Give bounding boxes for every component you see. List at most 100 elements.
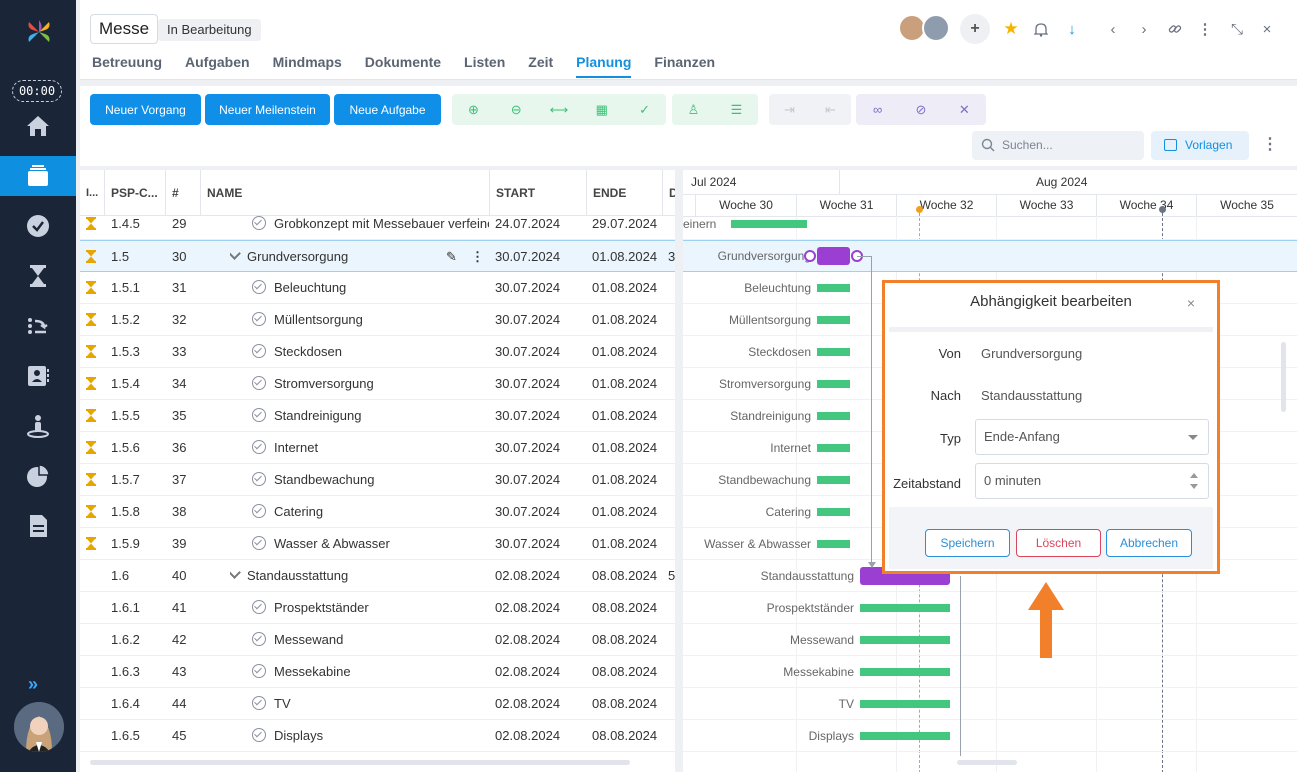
gantt-task-bar[interactable]: [817, 508, 850, 516]
star-icon[interactable]: ★: [1003, 19, 1019, 38]
more-vertical-icon[interactable]: ⋮: [1197, 21, 1213, 38]
col-end[interactable]: ENDE: [586, 170, 662, 216]
tab-listen[interactable]: Listen: [464, 54, 506, 70]
gantt-task-bar[interactable]: [860, 668, 950, 676]
stepper-down-icon[interactable]: [1190, 484, 1198, 489]
toolbar-more-icon[interactable]: ⋮: [1262, 136, 1278, 153]
documents-icon[interactable]: [0, 506, 76, 546]
gantt-task-bar[interactable]: [860, 604, 950, 612]
col-name[interactable]: NAME: [200, 170, 489, 216]
col-psp[interactable]: PSP-C...: [104, 170, 165, 216]
save-button[interactable]: Speichern: [925, 529, 1010, 557]
col-indicator[interactable]: I...: [86, 187, 99, 199]
table-row[interactable]: 1.6.1 41 Prospektständer 02.08.2024 08.08.20…: [80, 592, 675, 624]
add-member-button[interactable]: +: [960, 14, 990, 44]
check-circle-icon[interactable]: [252, 375, 266, 390]
check-circle-icon[interactable]: [252, 727, 266, 742]
check-circle-icon[interactable]: [252, 695, 266, 710]
check-circle-icon[interactable]: [252, 215, 266, 230]
indent-icon[interactable]: ⇥: [784, 101, 795, 117]
table-row[interactable]: 1.5.8 38 Catering 30.07.2024 01.08.2024: [80, 496, 675, 528]
check-circle-icon[interactable]: [252, 311, 266, 326]
table-row[interactable]: 1.5.2 32 Müllentsorgung 30.07.2024 01.08.202…: [80, 304, 675, 336]
gantt-summary-bar[interactable]: [817, 247, 850, 265]
table-row[interactable]: 1.5.4 34 Stromversorgung 30.07.2024 01.08.20…: [80, 368, 675, 400]
user-avatar[interactable]: [14, 702, 64, 752]
gantt-task-bar[interactable]: [817, 380, 850, 388]
gantt-task-bar[interactable]: [817, 348, 850, 356]
fit-width-icon[interactable]: ⟷: [549, 101, 569, 117]
search-input[interactable]: Suchen...: [972, 131, 1144, 160]
check-circle-icon[interactable]: [252, 663, 266, 678]
unlink-tasks-icon[interactable]: ⊘: [915, 101, 927, 117]
check-all-icon[interactable]: ✓: [639, 101, 651, 117]
reports-pie-icon[interactable]: [0, 456, 76, 496]
name-cell[interactable]: Messewand: [252, 624, 489, 656]
name-cell[interactable]: Internet: [252, 432, 489, 464]
projects-icon[interactable]: [0, 156, 76, 196]
collapse-icon[interactable]: ⤡: [1230, 20, 1243, 38]
unpin-icon[interactable]: ✕: [958, 101, 970, 117]
tab-zeit[interactable]: Zeit: [528, 54, 554, 70]
tab-mindmaps[interactable]: Mindmaps: [272, 54, 342, 70]
resource-icon[interactable]: ♙: [687, 101, 700, 117]
tab-finanzen[interactable]: Finanzen: [654, 54, 716, 70]
outdent-icon[interactable]: ⇤: [825, 101, 836, 117]
chevron-right-icon[interactable]: ›: [1141, 20, 1147, 38]
gantt-task-bar[interactable]: [817, 316, 850, 324]
table-row[interactable]: 1.5.1 31 Beleuchtung 30.07.2024 01.08.2024: [80, 272, 675, 304]
tab-dokumente[interactable]: Dokumente: [364, 54, 442, 70]
lag-stepper[interactable]: 0 minuten: [975, 463, 1209, 499]
check-circle-icon[interactable]: [252, 535, 266, 550]
check-circle-icon[interactable]: [252, 279, 266, 294]
workflow-icon[interactable]: [0, 306, 76, 346]
cancel-button[interactable]: Abbrechen: [1106, 529, 1192, 557]
edit-pencil-icon[interactable]: ✎: [446, 249, 457, 264]
zoom-out-icon[interactable]: ⊖: [510, 101, 522, 117]
delete-button[interactable]: Löschen: [1016, 529, 1101, 557]
link-icon[interactable]: [1160, 14, 1190, 44]
contacts-icon[interactable]: [0, 356, 76, 396]
tasks-check-icon[interactable]: [0, 206, 76, 246]
table-row[interactable]: 1.5 30 Grundversorgung ✎ ⋮ 30.07.2024 01.08.20…: [80, 240, 675, 272]
table-row[interactable]: 1.5.3 33 Steckdosen 30.07.2024 01.08.2024: [80, 336, 675, 368]
templates-button[interactable]: Vorlagen: [1151, 131, 1249, 160]
name-cell[interactable]: Messekabine: [252, 656, 489, 688]
gantt-task-bar[interactable]: [817, 412, 850, 420]
name-cell[interactable]: Müllentsorgung: [252, 304, 489, 336]
chevron-left-icon[interactable]: ‹: [1110, 20, 1116, 38]
gantt-task-bar[interactable]: [731, 220, 807, 228]
new-milestone-button[interactable]: Neuer Meilenstein: [205, 94, 330, 125]
team-avatars[interactable]: [898, 14, 954, 44]
col-duration[interactable]: D: [662, 170, 675, 216]
project-title[interactable]: Messe: [90, 14, 159, 44]
chevron-down-icon[interactable]: [230, 247, 241, 260]
name-cell[interactable]: Grobkonzept mit Messebauer verfeinern: [252, 208, 489, 240]
name-cell[interactable]: TV: [252, 688, 489, 720]
type-select[interactable]: Ende-Anfang: [975, 419, 1209, 455]
timer-display[interactable]: 00:00: [12, 80, 62, 102]
gantt-task-bar[interactable]: [860, 636, 950, 644]
col-number[interactable]: #: [165, 170, 200, 216]
table-row[interactable]: 1.4.5 29 Grobkonzept mit Messebauer verfei…: [80, 208, 675, 240]
check-circle-icon[interactable]: [252, 503, 266, 518]
check-circle-icon[interactable]: [252, 343, 266, 358]
list-view-icon[interactable]: ☰: [730, 101, 743, 117]
new-process-button[interactable]: Neuer Vorgang: [90, 94, 201, 125]
grid-scrollbar[interactable]: [90, 760, 630, 765]
check-circle-icon[interactable]: [252, 599, 266, 614]
app-logo-icon[interactable]: [25, 18, 53, 46]
critical-path-icon[interactable]: ▦: [595, 101, 608, 117]
gantt-scrollbar[interactable]: [957, 760, 1017, 765]
chevron-down-icon[interactable]: [230, 566, 241, 579]
stepper-up-icon[interactable]: [1190, 473, 1198, 478]
table-row[interactable]: 1.5.6 36 Internet 30.07.2024 01.08.2024: [80, 432, 675, 464]
zoom-in-icon[interactable]: ⊕: [467, 101, 479, 117]
name-cell[interactable]: Prospektständer: [252, 592, 489, 624]
gantt-task-bar[interactable]: [860, 732, 950, 740]
name-cell[interactable]: Catering: [252, 496, 489, 528]
table-row[interactable]: 1.6.2 42 Messewand 02.08.2024 08.08.2024: [80, 624, 675, 656]
row-more-icon[interactable]: ⋮: [471, 249, 481, 264]
name-cell[interactable]: Displays: [252, 720, 489, 752]
check-circle-icon[interactable]: [252, 471, 266, 486]
